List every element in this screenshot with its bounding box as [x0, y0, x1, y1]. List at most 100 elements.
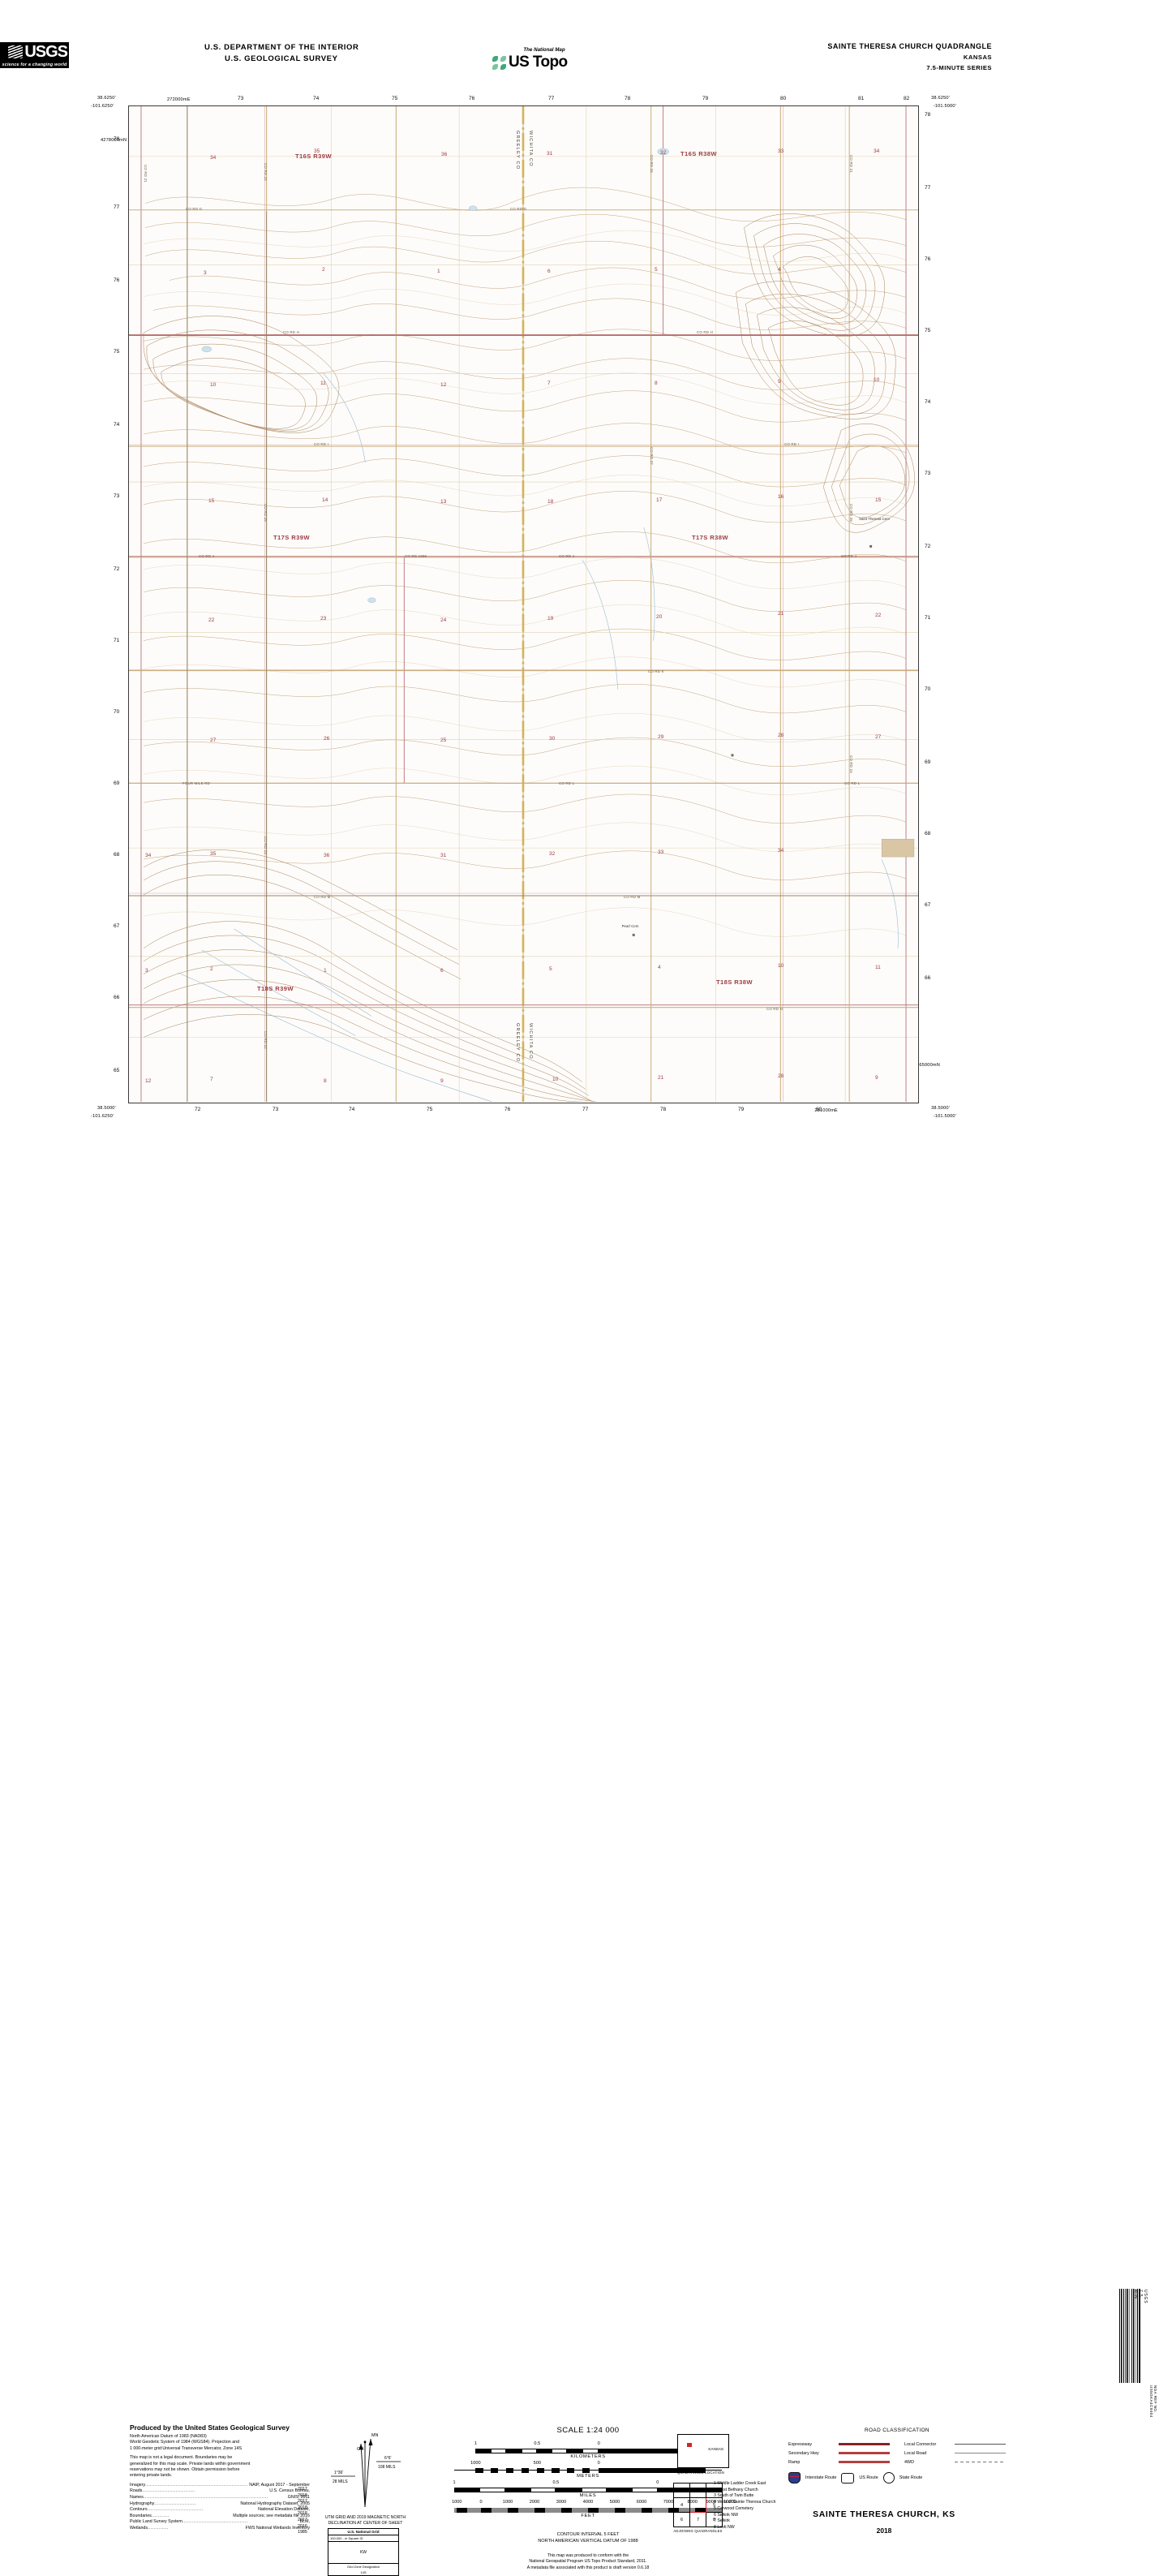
utm-right-label: 77: [925, 185, 931, 191]
ft-tick: 7000: [663, 2500, 674, 2505]
utm-top-label: 78: [625, 96, 631, 101]
corner-se-northing: 4265000mN: [913, 1063, 940, 1068]
section-number: 3: [204, 270, 207, 276]
road-class-label: Local Connector: [904, 2441, 937, 2447]
utm-top-label: 81: [858, 96, 865, 101]
road-label: CO RD M: [624, 895, 641, 899]
adjoining-names-list: 1 Middle Ladder Creek East 2 West Bethan…: [714, 2481, 776, 2531]
secondary-hwy-swatch: [839, 2452, 890, 2454]
road-label: CO RD 22: [264, 1031, 268, 1049]
svg-text:108 MILS: 108 MILS: [378, 2465, 396, 2470]
section-number: 12: [145, 1078, 152, 1084]
section-number: 36: [441, 152, 448, 157]
route-shield-legend: Interstate Route US Route State Route: [788, 2472, 1006, 2484]
conform-line-1: This map was produced to conform with th…: [547, 2553, 629, 2558]
section-number: 3: [145, 968, 148, 974]
section-number: 20: [656, 614, 663, 620]
corner-ne-lon: -101.5000': [933, 104, 956, 109]
section-number: 33: [778, 148, 784, 154]
section-number: 2: [322, 267, 325, 273]
utm-left-label: 66: [114, 995, 120, 1000]
utm-top-label: 80: [780, 96, 787, 101]
map-area[interactable]: 38.6250' -101.6250' 38.6250' -101.5000' …: [91, 96, 956, 1119]
utm-bottom-label: 73: [273, 1107, 279, 1112]
bottom-quad-year: 2018: [876, 2527, 892, 2535]
utm-right-label: 66: [925, 975, 931, 981]
svg-text:6°6': 6°6': [384, 2456, 392, 2461]
source-key: Imagery: [130, 2482, 146, 2488]
svg-text:1°36': 1°36': [334, 2471, 343, 2475]
section-number: 9: [875, 1075, 878, 1081]
utm-left-label: 71: [114, 638, 120, 643]
section-number: 28: [778, 733, 784, 738]
section-number: 16: [778, 494, 784, 500]
township-label-t17s-r38w: T17S R38W: [692, 534, 728, 541]
road-class-label: Local Road: [904, 2450, 927, 2456]
section-number: 4: [778, 267, 781, 273]
township-label-t18s-r39w: T18S R39W: [257, 985, 294, 992]
disclaimer-line-3: reservations may not be shown. Obtain pe…: [130, 2467, 240, 2473]
road-class-local-road: Local Road: [904, 2449, 1006, 2458]
section-number: 31: [547, 151, 553, 157]
utm-left-label: 70: [114, 709, 120, 715]
section-number: 32: [549, 851, 556, 857]
road-class-ramp: Ramp: [788, 2458, 890, 2466]
road-label: CO RD H: [697, 330, 713, 334]
usng-square-id: KW: [328, 2542, 398, 2564]
section-number: 35: [210, 851, 217, 857]
topographic-map-canvas[interactable]: [129, 106, 918, 1103]
state-name: KANSAS: [708, 2447, 723, 2451]
township-label-t18s-r38w: T18S R38W: [716, 978, 753, 986]
road-label: CO RD M: [314, 895, 331, 899]
utm-right-label: 68: [925, 831, 931, 836]
declination-caption: UTM GRID AND 2019 MAGNETIC NORTH DECLINA…: [298, 2515, 432, 2527]
township-label-t16s-r39w: T16S R39W: [295, 153, 332, 160]
section-number: 6: [440, 968, 444, 974]
section-number: 5: [655, 267, 658, 273]
km-tick: 0.5: [534, 2441, 541, 2446]
svg-text:MN: MN: [371, 2433, 378, 2438]
corner-nw-easting: 272000mE: [167, 97, 191, 102]
utm-left-label: 78: [114, 136, 120, 142]
road-class-local-connector: Local Connector: [904, 2440, 1006, 2449]
road-classification-title: ROAD CLASSIFICATION: [865, 2428, 929, 2433]
adjoining-cell: 4: [673, 2497, 690, 2513]
section-number: 36: [324, 853, 330, 858]
section-number: 13: [440, 499, 447, 505]
section-number: 8: [655, 381, 658, 386]
section-number: 10: [552, 1077, 559, 1082]
source-key: Boundaries: [130, 2513, 152, 2518]
utm-left-label: 73: [114, 493, 120, 499]
corner-sw-lat: 38.5000': [97, 1106, 116, 1111]
usng-zone-value: 14S: [360, 2570, 367, 2574]
datum-line-3: 1 000-meter grid:Universal Transverse Me…: [130, 2445, 243, 2451]
utm-top-label: 77: [548, 96, 555, 101]
quad-location-marker: [687, 2443, 692, 2447]
section-number: 22: [208, 617, 215, 623]
section-number: 14: [322, 497, 328, 503]
mi-tick: 0: [656, 2480, 659, 2485]
road-class-label: 4WD: [904, 2459, 914, 2465]
conform-line-2: National Geospatial Program US Topo Prod…: [529, 2559, 647, 2565]
road-label: CO RD G: [186, 207, 203, 211]
adjoining-cell: 7: [689, 2512, 706, 2527]
map-header: USGS science for a changing world U.S. D…: [0, 0, 1172, 89]
barcode-label: USGS 7.5 MIN: [1133, 2290, 1148, 2304]
adjoining-cell-current: [689, 2497, 706, 2513]
section-number: 15: [208, 498, 215, 504]
m-tick: 0: [597, 2461, 600, 2466]
source-row-hydrography: Hydrography .......................... N…: [130, 2501, 310, 2506]
road-class-label: Ramp: [788, 2459, 801, 2465]
usng-zone-label: Grid Zone Designation: [346, 2565, 380, 2569]
utm-top-label: 74: [313, 96, 320, 101]
us-topo-logo: The National Map US Topo: [492, 47, 582, 75]
road-label: CO RD 1995: [405, 554, 427, 558]
utm-top-label: 75: [392, 96, 398, 101]
map-neatline[interactable]: T16S R39W T16S R38W T17S R39W T17S R38W …: [128, 105, 919, 1103]
declination-diagram: GN MN 1°36' 28 MILS 6°6' 108 MILS: [323, 2426, 404, 2515]
datum-line-2: World Geodetic System of 1984 (WGS84). P…: [130, 2440, 240, 2445]
utm-right-label: 78: [925, 112, 931, 118]
section-number: 19: [547, 616, 554, 621]
corner-nw-lat: 38.6250': [97, 96, 116, 101]
national-map-tagline: The National Map: [523, 47, 565, 53]
